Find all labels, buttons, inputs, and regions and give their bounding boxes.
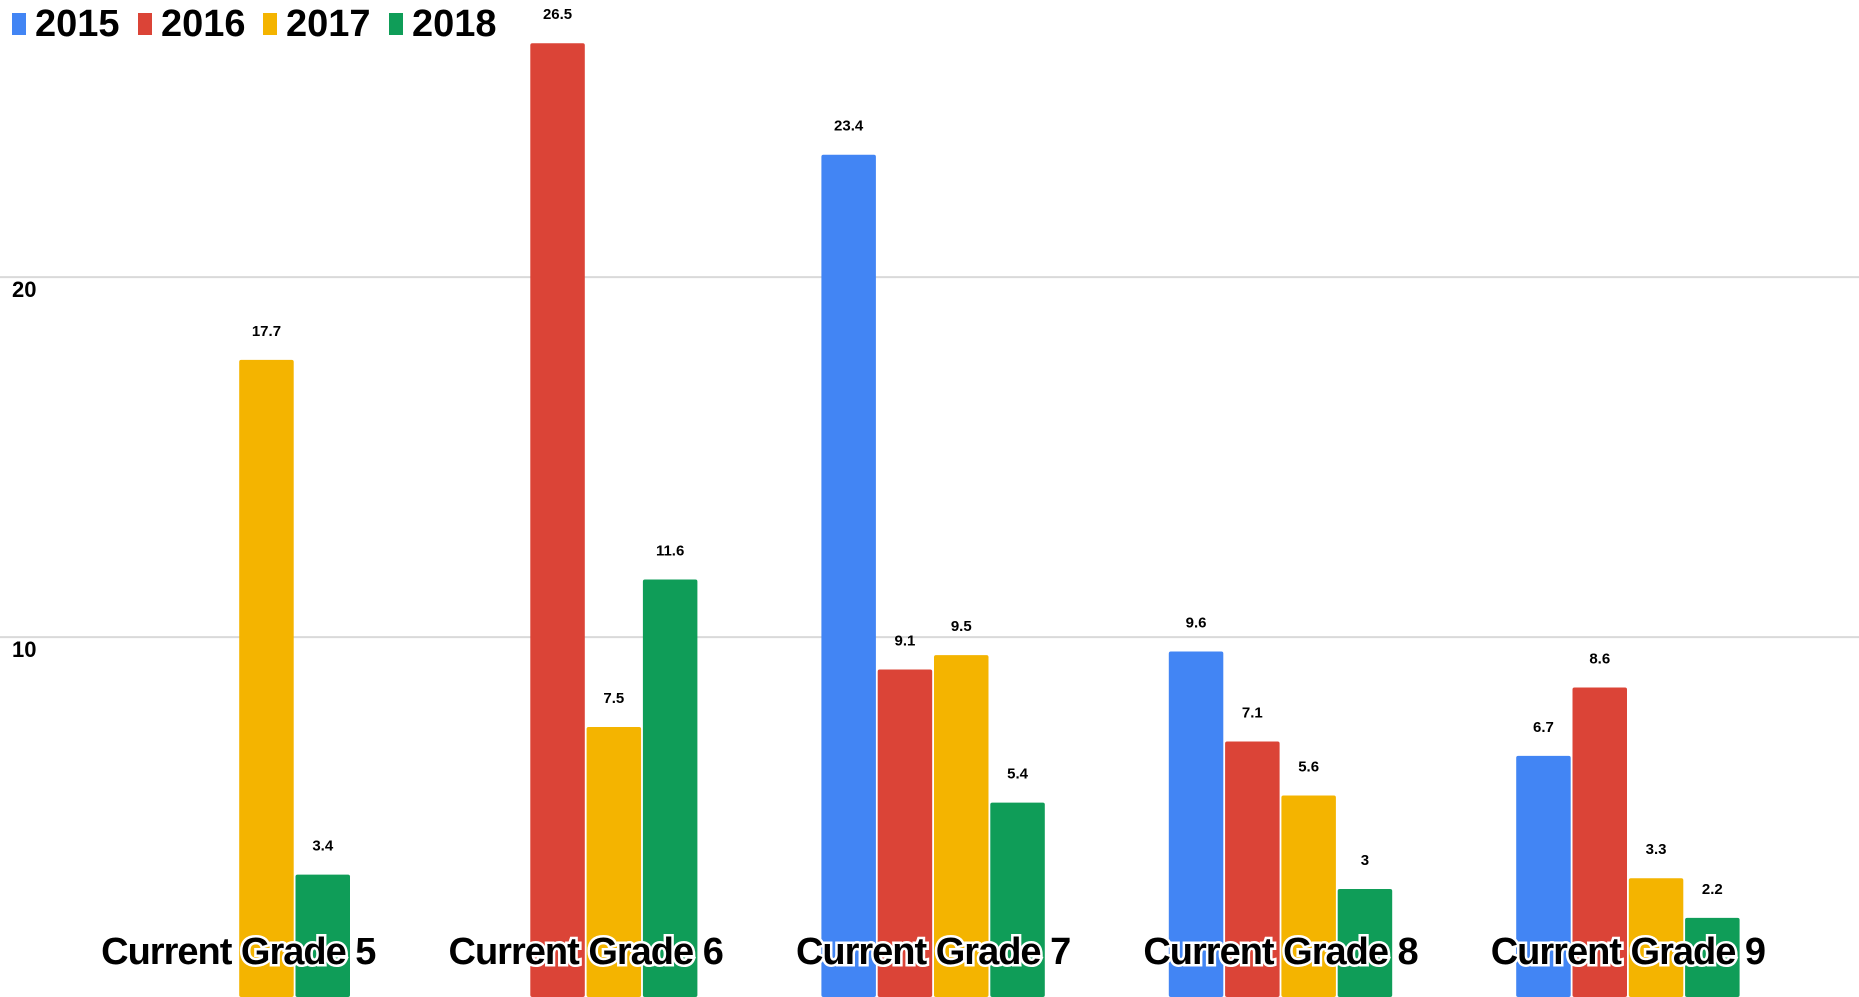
bars-layer	[239, 43, 1740, 997]
value-label: 3	[1361, 852, 1369, 869]
bar	[1572, 687, 1627, 997]
bar	[1281, 795, 1336, 997]
bar	[1628, 878, 1684, 997]
value-label: 9.1	[895, 632, 916, 649]
bar	[1168, 651, 1224, 997]
value-label: 26.5	[543, 6, 572, 23]
legend-swatch	[263, 13, 277, 35]
legend-swatch	[389, 13, 403, 35]
legend-label: 2018	[412, 3, 497, 45]
x-tick-label: Current Grade 5	[101, 931, 376, 973]
value-label: 7.5	[603, 690, 624, 707]
legend-label: 2015	[35, 3, 120, 45]
value-label: 5.4	[1007, 766, 1029, 783]
value-label: 17.7	[252, 323, 281, 340]
bar	[295, 874, 350, 997]
bar	[821, 154, 876, 997]
legend-swatch	[138, 13, 152, 35]
bar	[239, 359, 294, 997]
bar	[1685, 917, 1740, 997]
value-label: 9.6	[1186, 614, 1207, 631]
value-label: 2.2	[1702, 881, 1723, 898]
bar	[1225, 741, 1280, 997]
value-label: 5.6	[1298, 758, 1319, 775]
bar	[586, 727, 642, 997]
value-label: 3.3	[1646, 841, 1667, 858]
y-tick-label: 20	[12, 277, 36, 302]
bar	[877, 669, 933, 997]
value-label: 9.5	[951, 618, 972, 635]
legend-label: 2016	[161, 3, 246, 45]
x-tick-label: Current Grade 9	[1491, 931, 1765, 973]
bar	[642, 579, 698, 997]
value-label: 11.6	[656, 542, 684, 559]
bar	[1337, 889, 1393, 997]
y-tick-label: 10	[12, 637, 36, 662]
value-label: 3.4	[312, 838, 334, 855]
bar	[1516, 755, 1571, 997]
bar	[934, 655, 989, 997]
x-tick-label: Current Grade 8	[1143, 931, 1417, 973]
x-tick-label: Current Grade 6	[449, 931, 723, 973]
value-label: 6.7	[1533, 719, 1554, 736]
x-tick-label: Current Grade 7	[796, 931, 1070, 973]
labels-layer: 2015 2016 2017 2018 17.7 3.4 Current Grade 5 26…	[12, 3, 1769, 976]
value-label: 23.4	[834, 118, 864, 135]
grid-layer: 10 20	[0, 276, 1859, 662]
legend-label: 2017	[286, 3, 371, 45]
value-label: 7.1	[1242, 704, 1263, 721]
bar	[990, 802, 1045, 997]
value-label: 8.6	[1589, 650, 1610, 667]
bar	[530, 43, 585, 997]
legend-swatch	[12, 13, 26, 35]
